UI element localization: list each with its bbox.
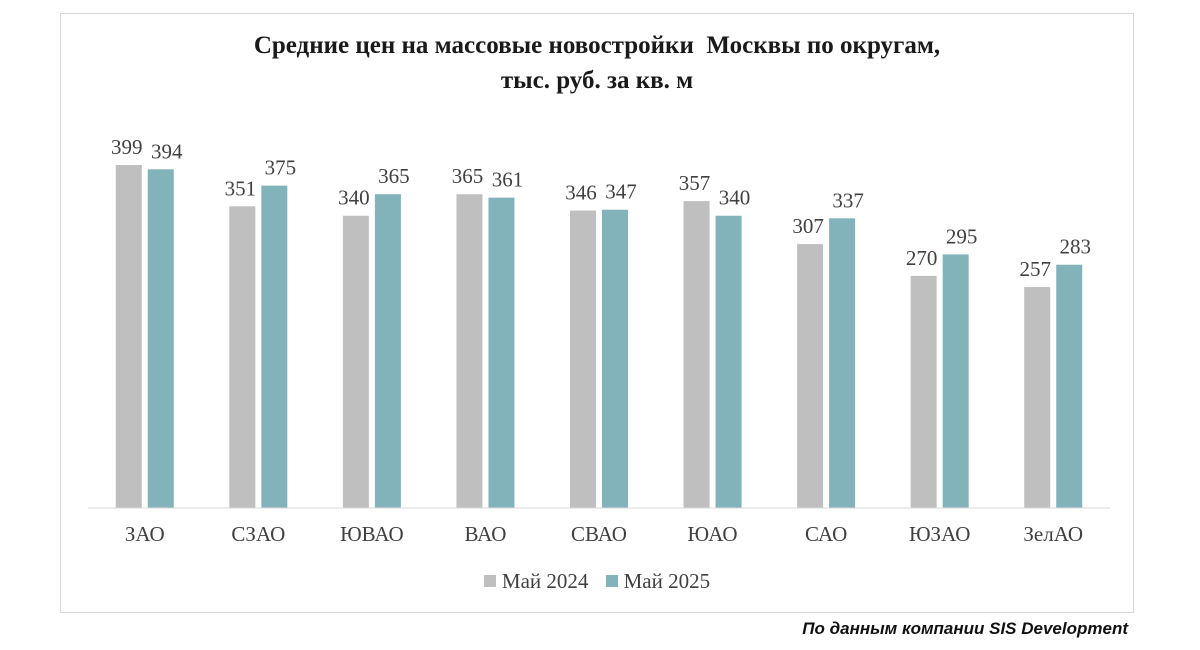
category-label-9: ЗелАО [1023,522,1083,546]
bar-1-3 [342,215,369,508]
chart-title: Средние цен на массовые новостройки Моск… [60,28,1134,98]
data-label-2-1: 394 [151,139,183,163]
chart-title-line-2: тыс. руб. за кв. м [500,67,694,94]
legend-swatch-series-1 [483,575,496,587]
category-label-6: ЮАО [688,522,738,546]
data-label-1-7: 307 [792,214,824,238]
data-label-2-3: 365 [378,164,410,188]
bar-2-8 [942,254,969,508]
data-label-1-4: 365 [452,164,484,188]
category-label-5: СВАО [571,522,627,546]
data-label-2-7: 337 [832,188,864,212]
legend-item-series-2: Май 2025 [605,568,711,594]
bar-1-9 [1024,287,1051,508]
category-label-4: ВАО [464,522,506,546]
data-label-2-5: 347 [605,180,637,204]
bar-2-4 [488,197,515,508]
source-note: По данным компании SIS Development [802,619,1128,638]
bar-1-5 [570,210,596,508]
legend-label-series-1: Май 2024 [501,568,589,593]
data-label-1-6: 357 [679,171,711,195]
bar-2-7 [829,218,856,508]
data-label-1-3: 340 [338,186,370,210]
data-label-1-5: 346 [565,181,597,205]
category-label-1: ЗАО [125,522,165,546]
category-label-3: ЮВАО [340,522,404,546]
bar-1-8 [910,275,937,508]
category-label-7: САО [805,522,847,546]
category-label-2: СЗАО [231,522,285,546]
legend: Май 2024 Май 2025 [60,568,1134,594]
bar-2-3 [374,194,401,508]
data-label-2-4: 361 [492,168,524,192]
data-label-1-1: 399 [111,135,143,159]
data-label-1-9: 257 [1019,257,1051,281]
category-label-8: ЮЗАО [909,522,970,546]
bar-2-1 [147,169,174,508]
bar-2-5 [602,209,628,508]
legend-label-series-2: Май 2025 [623,568,711,593]
bar-2-9 [1056,264,1083,508]
bar-2-2 [261,185,288,508]
legend-item-series-1: Май 2024 [483,568,589,594]
legend-swatch-series-2 [605,575,618,587]
bar-2-6 [715,215,742,508]
data-label-2-6: 340 [719,186,751,210]
data-label-1-2: 351 [225,176,257,200]
data-label-2-2: 375 [265,156,297,180]
data-label-2-8: 295 [946,224,978,248]
bar-1-2 [229,206,256,508]
data-label-2-9: 283 [1059,235,1091,259]
bar-1-7 [797,244,824,509]
bar-1-6 [683,201,710,508]
chart-title-line-1: Средние цен на массовые новостройки Моск… [253,32,941,59]
bar-1-1 [115,165,142,508]
bar-1-4 [456,194,483,508]
data-label-1-8: 270 [906,246,938,270]
